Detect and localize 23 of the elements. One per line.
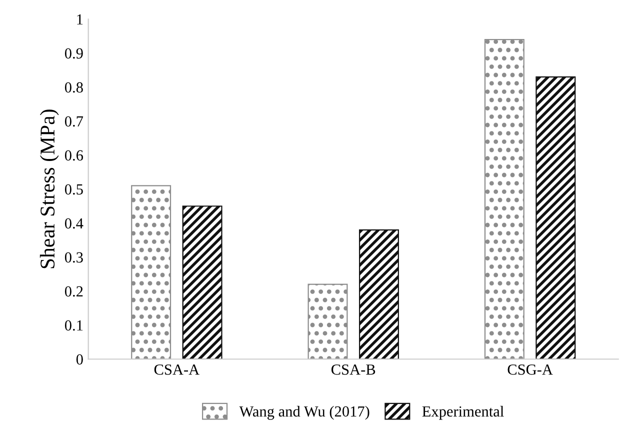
y-axis-title: Shear Stress (MPa) [40,110,59,268]
y-tick-label: 0.6 [64,150,84,161]
y-tick-label: 0.8 [64,82,83,93]
bar [358,229,399,360]
x-tick-label: CSA-B [331,364,376,375]
bar [182,206,222,360]
y-tick-label: 0.5 [64,184,83,195]
x-tick-label: CSG-A [508,364,553,375]
bar [131,185,172,360]
y-tick-label: 0.1 [64,320,83,331]
y-tick-label: 0.3 [64,252,83,263]
y-tick-label: 0.4 [64,218,84,229]
bar [308,284,348,360]
y-tick-label: 0 [76,354,83,365]
y-tick-label: 0.7 [64,116,84,127]
bar [484,38,524,360]
bar [536,76,576,360]
x-tick-label: CSA-A [154,364,200,375]
y-tick-label: 1 [77,14,83,24]
y-tick-label: 0.2 [64,286,83,297]
legend-label: Wang and Wu (2017) [239,406,370,420]
y-tick-label: 0.9 [64,48,83,59]
legend-label: Experimental [422,406,504,420]
